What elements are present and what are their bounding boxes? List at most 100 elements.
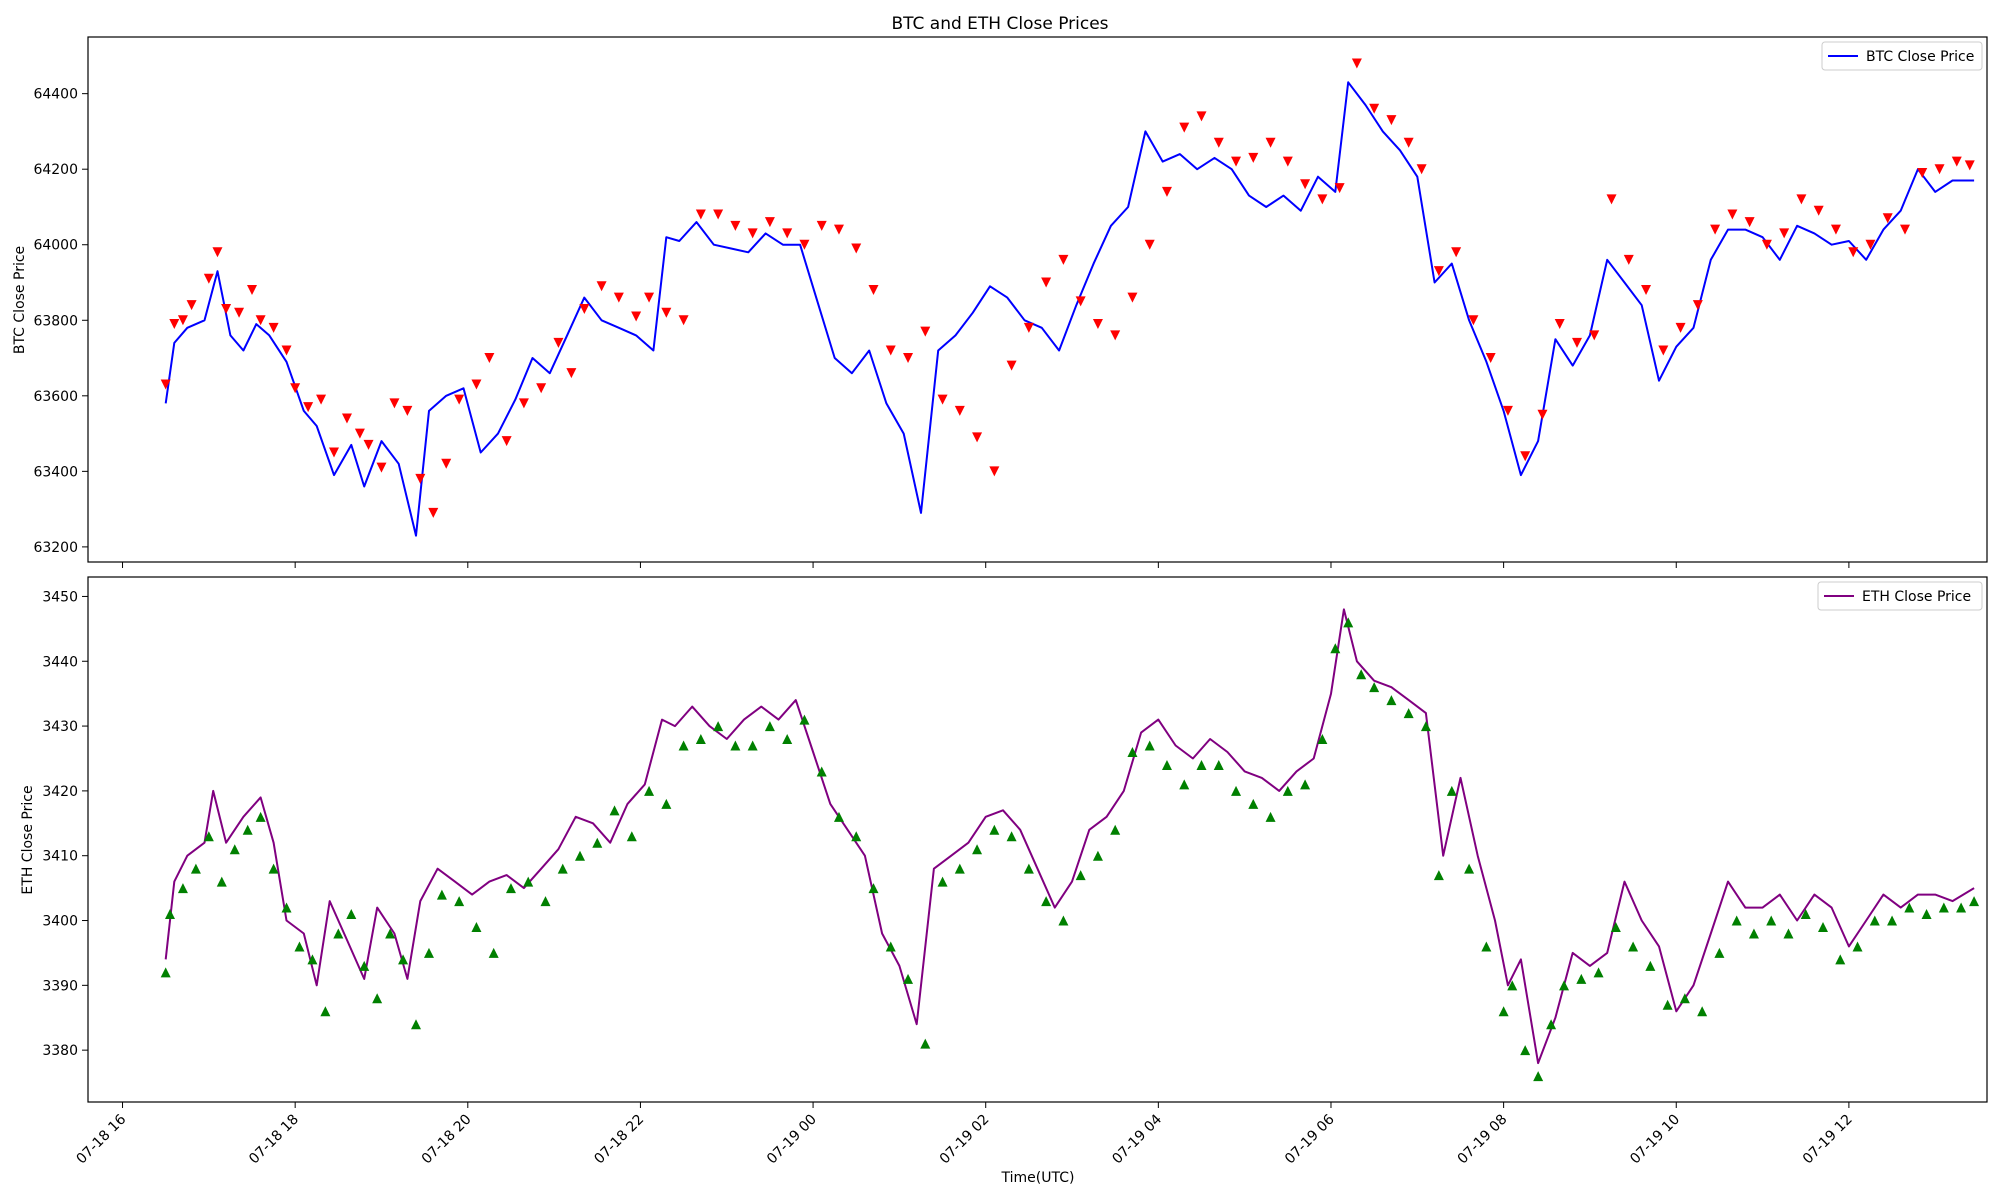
btc-marker: [1865, 239, 1876, 250]
eth-x-tick-label: 07-18 22: [591, 1112, 647, 1168]
btc-marker: [441, 458, 452, 469]
btc-legend-label: BTC Close Price: [1866, 49, 1974, 65]
eth-legend-label: ETH Close Price: [1862, 589, 1971, 605]
eth-y-axis-label: ETH Close Price: [20, 785, 36, 894]
btc-marker: [954, 405, 965, 416]
eth-marker: [1317, 734, 1328, 745]
btc-marker: [661, 307, 672, 318]
eth-marker: [411, 1019, 422, 1030]
btc-marker: [747, 228, 758, 239]
eth-marker: [937, 876, 948, 887]
btc-marker: [1006, 360, 1017, 371]
eth-marker: [1403, 708, 1414, 719]
eth-marker: [1783, 928, 1794, 939]
btc-y-axis-label: BTC Close Price: [12, 246, 28, 354]
eth-marker: [1420, 721, 1431, 732]
eth-marker: [730, 740, 741, 751]
btc-marker: [695, 209, 706, 220]
eth-marker: [203, 831, 214, 842]
eth-marker: [177, 883, 188, 894]
eth-marker: [695, 734, 706, 745]
btc-marker: [212, 247, 223, 258]
btc-marker: [501, 436, 512, 447]
eth-marker: [320, 1006, 331, 1017]
btc-marker: [553, 337, 564, 348]
btc-marker: [1265, 137, 1276, 148]
btc-marker: [1796, 194, 1807, 205]
btc-marker: [177, 315, 188, 326]
eth-marker: [609, 805, 620, 816]
x-axis-label: Time(UTC): [1001, 1170, 1075, 1186]
btc-marker: [1899, 224, 1910, 235]
btc-marker: [1075, 296, 1086, 307]
btc-marker: [989, 466, 1000, 477]
eth-marker: [885, 941, 896, 952]
btc-y-tick-label: 64200: [33, 162, 78, 178]
btc-marker: [730, 220, 741, 231]
btc-marker: [851, 243, 862, 254]
btc-x-axis: [122, 562, 1850, 568]
btc-legend-box: [1821, 41, 1983, 71]
eth-legend-box: [1817, 581, 1983, 611]
btc-marker: [799, 239, 810, 250]
eth-marker: [713, 721, 724, 732]
eth-series: [160, 608, 1980, 1082]
btc-marker: [454, 394, 465, 405]
eth-marker: [816, 766, 827, 777]
btc-y-tick-label: 64400: [33, 87, 78, 103]
btc-marker: [1744, 217, 1755, 228]
eth-marker: [833, 811, 844, 822]
btc-marker: [1606, 194, 1617, 205]
btc-marker: [937, 394, 948, 405]
eth-x-tick-label: 07-19 10: [1627, 1112, 1683, 1168]
eth-marker: [1938, 902, 1949, 913]
eth-y-axis: 3380 3390 3400 3410 3420 3430 3440 3450: [42, 589, 88, 1059]
eth-marker: [281, 902, 292, 913]
btc-marker: [255, 315, 266, 326]
eth-marker: [242, 824, 253, 835]
eth-x-tick-label: 07-19 12: [1800, 1112, 1856, 1168]
btc-marker: [1317, 194, 1328, 205]
eth-marker: [920, 1038, 931, 1049]
btc-marker: [1092, 319, 1103, 330]
eth-marker: [1161, 759, 1172, 770]
btc-marker: [1641, 285, 1652, 296]
btc-marker: [1144, 239, 1155, 250]
btc-marker: [1761, 239, 1772, 250]
eth-marker: [1356, 669, 1367, 680]
btc-marker: [1110, 330, 1121, 341]
btc-marker: [1369, 103, 1380, 114]
btc-marker: [1231, 156, 1242, 167]
eth-marker: [216, 876, 227, 887]
eth-marker: [764, 721, 775, 732]
btc-marker: [1041, 277, 1052, 288]
eth-marker: [1921, 909, 1932, 920]
eth-marker: [954, 863, 965, 874]
btc-marker: [1023, 322, 1034, 333]
btc-marker: [1282, 156, 1293, 167]
eth-x-tick-label: 07-19 06: [1282, 1111, 1338, 1167]
eth-marker: [1533, 1071, 1544, 1082]
btc-marker: [1433, 266, 1444, 277]
eth-marker: [1662, 999, 1673, 1010]
eth-marker: [1610, 922, 1621, 932]
eth-marker: [1433, 870, 1444, 881]
eth-marker: [423, 947, 434, 958]
btc-marker: [247, 285, 258, 296]
btc-marker: [536, 383, 547, 394]
btc-marker: [169, 319, 180, 330]
btc-marker: [1537, 409, 1548, 420]
btc-marker: [1468, 315, 1479, 326]
btc-marker: [678, 315, 689, 326]
btc-marker: [268, 322, 279, 333]
eth-marker: [165, 909, 176, 920]
btc-series: [160, 58, 1975, 537]
btc-marker: [354, 428, 365, 439]
eth-marker: [1282, 785, 1293, 796]
eth-line: [164, 608, 1975, 1065]
eth-marker: [1559, 980, 1570, 991]
btc-marker: [1334, 183, 1345, 194]
eth-marker: [540, 896, 551, 907]
btc-marker: [303, 402, 314, 413]
btc-marker: [1248, 152, 1259, 163]
